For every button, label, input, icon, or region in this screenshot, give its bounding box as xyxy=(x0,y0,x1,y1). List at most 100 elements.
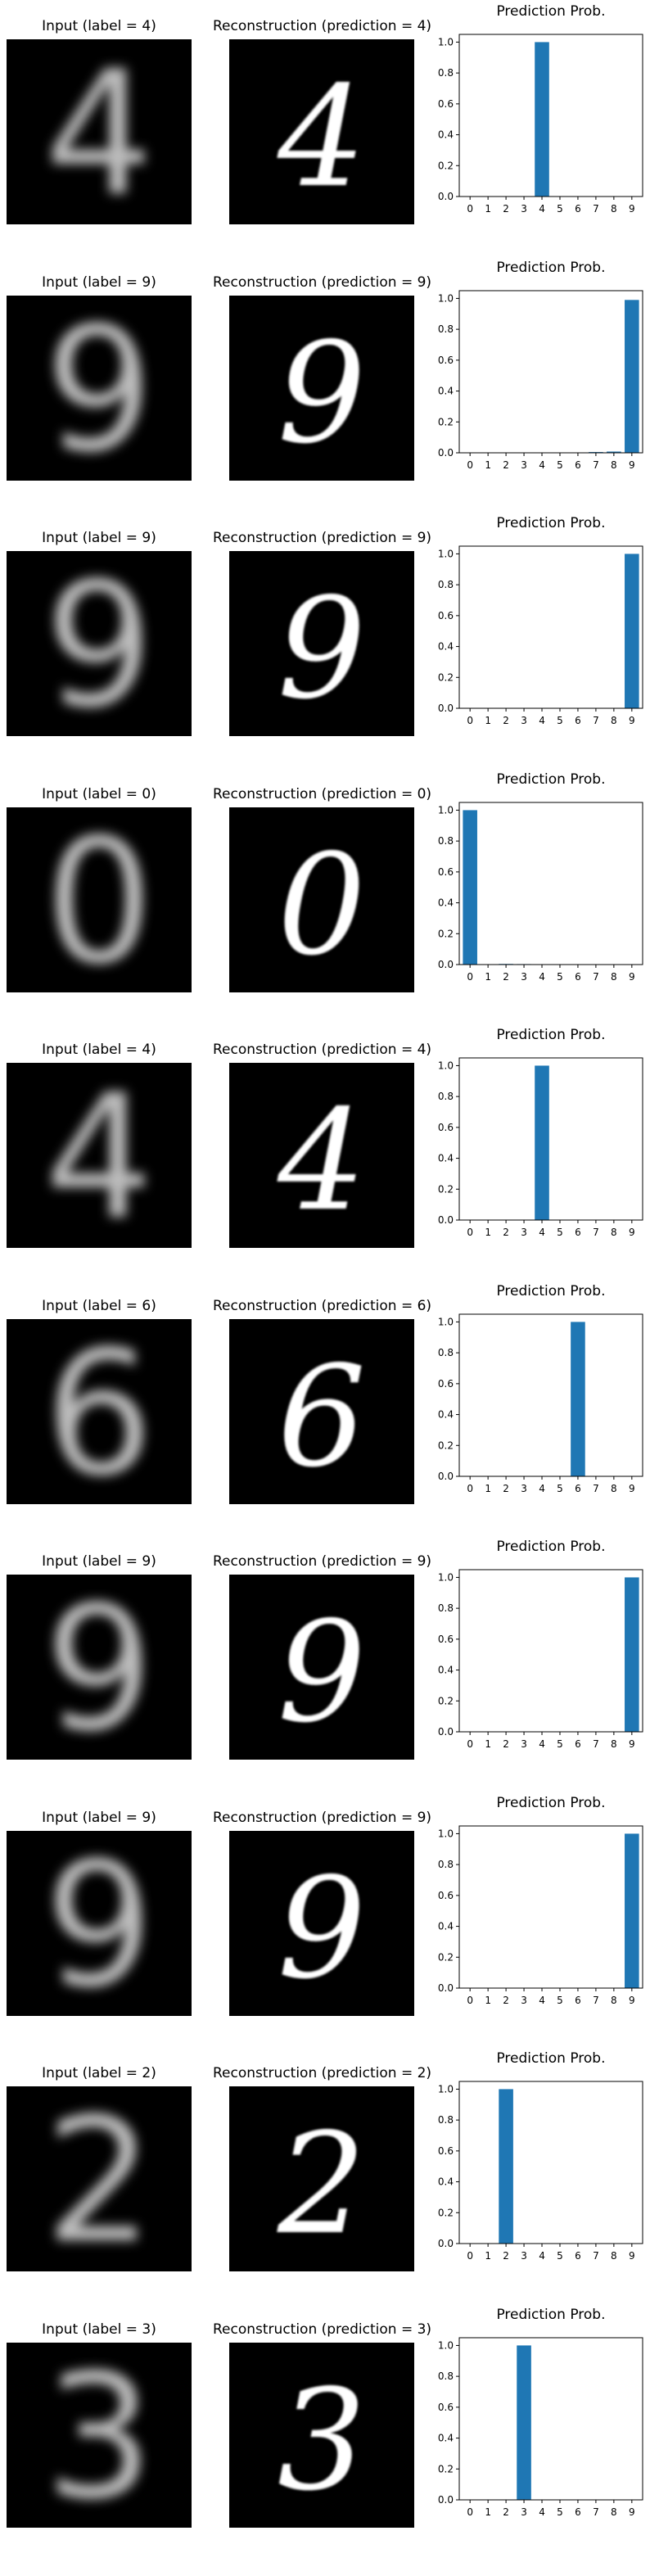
y-tick-label: 0.8 xyxy=(438,1347,454,1358)
chart-title: Prediction Prob. xyxy=(496,3,606,20)
chart-title: Prediction Prob. xyxy=(496,1539,606,1555)
x-tick-label: 8 xyxy=(611,2506,617,2518)
x-tick-label: 3 xyxy=(521,971,527,983)
x-tick-label: 6 xyxy=(575,459,581,471)
reconstruction-digit-svg: 2 xyxy=(277,2104,366,2266)
y-tick-label: 0.0 xyxy=(438,1214,454,1226)
reconstruction-digit-svg: 6 xyxy=(278,1336,366,1498)
x-tick-label: 0 xyxy=(467,2250,473,2262)
y-tick-label: 0.4 xyxy=(438,897,454,909)
x-tick-label: 2 xyxy=(503,1995,509,2006)
prediction-chart: 0.00.20.40.60.81.00 1 2 3 4 5 6 7 8 9 xyxy=(438,1057,643,1238)
x-tick-label: 6 xyxy=(575,1227,581,1238)
y-tick-label: 0.8 xyxy=(438,835,454,847)
x-tick-label: 7 xyxy=(593,2506,599,2518)
y-tick-label: 0.6 xyxy=(438,1122,454,1133)
x-tick-label: 9 xyxy=(629,1995,635,2006)
x-tick-label: 7 xyxy=(593,971,599,983)
reconstruction-image: 6 xyxy=(229,1319,414,1504)
y-tick-label: 0.0 xyxy=(438,447,454,459)
reconstruction-digit-glyph: 4 xyxy=(277,1080,366,1242)
x-tick-label: 4 xyxy=(539,2506,545,2518)
reconstruction-title: Reconstruction (prediction = 9) xyxy=(213,530,432,546)
input-title: Input (label = 6) xyxy=(42,1298,156,1314)
input-digit-glyph: 9 xyxy=(44,551,154,736)
y-tick-label: 0.4 xyxy=(438,386,454,397)
x-tick-label: 4 xyxy=(539,715,545,726)
x-tick-label: 8 xyxy=(611,2250,617,2262)
y-tick-label: 0.2 xyxy=(438,1439,454,1451)
y-tick-label: 0.2 xyxy=(438,416,454,427)
x-tick-label: 3 xyxy=(521,1738,527,1750)
y-tick-label: 0.0 xyxy=(438,703,454,714)
input-title: Input (label = 2) xyxy=(42,2065,156,2081)
y-tick-label: 0.0 xyxy=(438,2494,454,2506)
x-tick-label: 2 xyxy=(503,971,509,983)
x-tick-label: 0 xyxy=(467,1995,473,2006)
x-tick-label: 3 xyxy=(521,1483,527,1494)
x-tick-label: 7 xyxy=(593,203,599,215)
x-tick-label: 9 xyxy=(629,203,635,215)
bar-3 xyxy=(517,2345,531,2500)
x-tick-label: 0 xyxy=(467,2506,473,2518)
input-digit-svg: 9 xyxy=(44,1575,154,1760)
y-tick-label: 0.4 xyxy=(438,2176,454,2188)
reconstruction-digit-svg: 4 xyxy=(277,1080,366,1242)
x-tick-label: 2 xyxy=(503,459,509,471)
input-digit-glyph: 9 xyxy=(44,1831,154,2016)
x-tick-label: 1 xyxy=(485,459,491,471)
y-tick-label: 0.8 xyxy=(438,1091,454,1102)
x-tick-label: 4 xyxy=(539,1227,545,1238)
y-tick-label: 0.2 xyxy=(438,1951,454,1963)
x-tick-label: 0 xyxy=(467,203,473,215)
y-tick-label: 0.6 xyxy=(438,1378,454,1390)
x-tick-label: 0 xyxy=(467,715,473,726)
bar-2 xyxy=(499,2089,513,2244)
reconstruction-digit-glyph: 0 xyxy=(278,825,366,987)
input-title: Input (label = 3) xyxy=(42,2321,156,2338)
reconstruction-digit-glyph: 9 xyxy=(278,1848,366,2010)
input-digit-svg: 4 xyxy=(44,1063,154,1248)
x-tick-label: 1 xyxy=(485,1738,491,1750)
prediction-chart: 0.00.20.40.60.81.00 1 2 3 4 5 6 7 8 9 xyxy=(438,1825,643,2006)
axes-frame xyxy=(458,34,643,197)
x-tick-label: 5 xyxy=(557,459,563,471)
reconstruction-title: Reconstruction (prediction = 9) xyxy=(213,1810,432,1826)
input-title: Input (label = 9) xyxy=(42,530,156,546)
input-title: Input (label = 9) xyxy=(42,1810,156,1826)
x-tick-label: 4 xyxy=(539,1483,545,1494)
x-tick-label: 9 xyxy=(629,2506,635,2518)
figure-row: Input (label = 4) Reconstruction (predict… xyxy=(0,1024,650,1279)
y-tick-label: 1.0 xyxy=(438,1316,454,1327)
reconstruction-title: Reconstruction (prediction = 6) xyxy=(213,1298,432,1314)
reconstruction-digit-glyph: 4 xyxy=(277,56,366,219)
input-image: 2 xyxy=(7,2086,192,2271)
x-tick-label: 2 xyxy=(503,2250,509,2262)
x-tick-label: 4 xyxy=(539,971,545,983)
input-digit-glyph: 6 xyxy=(44,1319,154,1504)
input-digit-glyph: 4 xyxy=(44,39,154,224)
y-tick-label: 0.6 xyxy=(438,355,454,366)
x-tick-label: 6 xyxy=(575,1483,581,1494)
y-tick-label: 0.0 xyxy=(438,191,454,202)
x-tick-label: 1 xyxy=(485,1483,491,1494)
x-tick-label: 4 xyxy=(539,2250,545,2262)
axes-frame xyxy=(458,545,643,709)
y-tick-label: 1.0 xyxy=(438,36,454,47)
x-tick-label: 1 xyxy=(485,2506,491,2518)
chart-title: Prediction Prob. xyxy=(496,2050,606,2067)
reconstruction-title: Reconstruction (prediction = 0) xyxy=(213,786,432,802)
bar-9 xyxy=(625,300,639,453)
y-tick-label: 0.8 xyxy=(438,2114,454,2126)
input-digit-svg: 9 xyxy=(44,296,154,481)
y-tick-label: 0.6 xyxy=(438,1890,454,1901)
reconstruction-digit-glyph: 9 xyxy=(278,568,366,730)
prediction-chart: 0.00.20.40.60.81.00 1 2 3 4 5 6 7 8 9 xyxy=(438,1569,643,1750)
input-digit-glyph: 9 xyxy=(44,296,154,481)
input-digit-svg: 0 xyxy=(44,807,154,992)
x-tick-label: 9 xyxy=(629,1227,635,1238)
input-image: 9 xyxy=(7,1575,192,1760)
axes-frame xyxy=(458,1313,643,1477)
y-tick-label: 0.4 xyxy=(438,1921,454,1932)
x-tick-label: 8 xyxy=(611,203,617,215)
